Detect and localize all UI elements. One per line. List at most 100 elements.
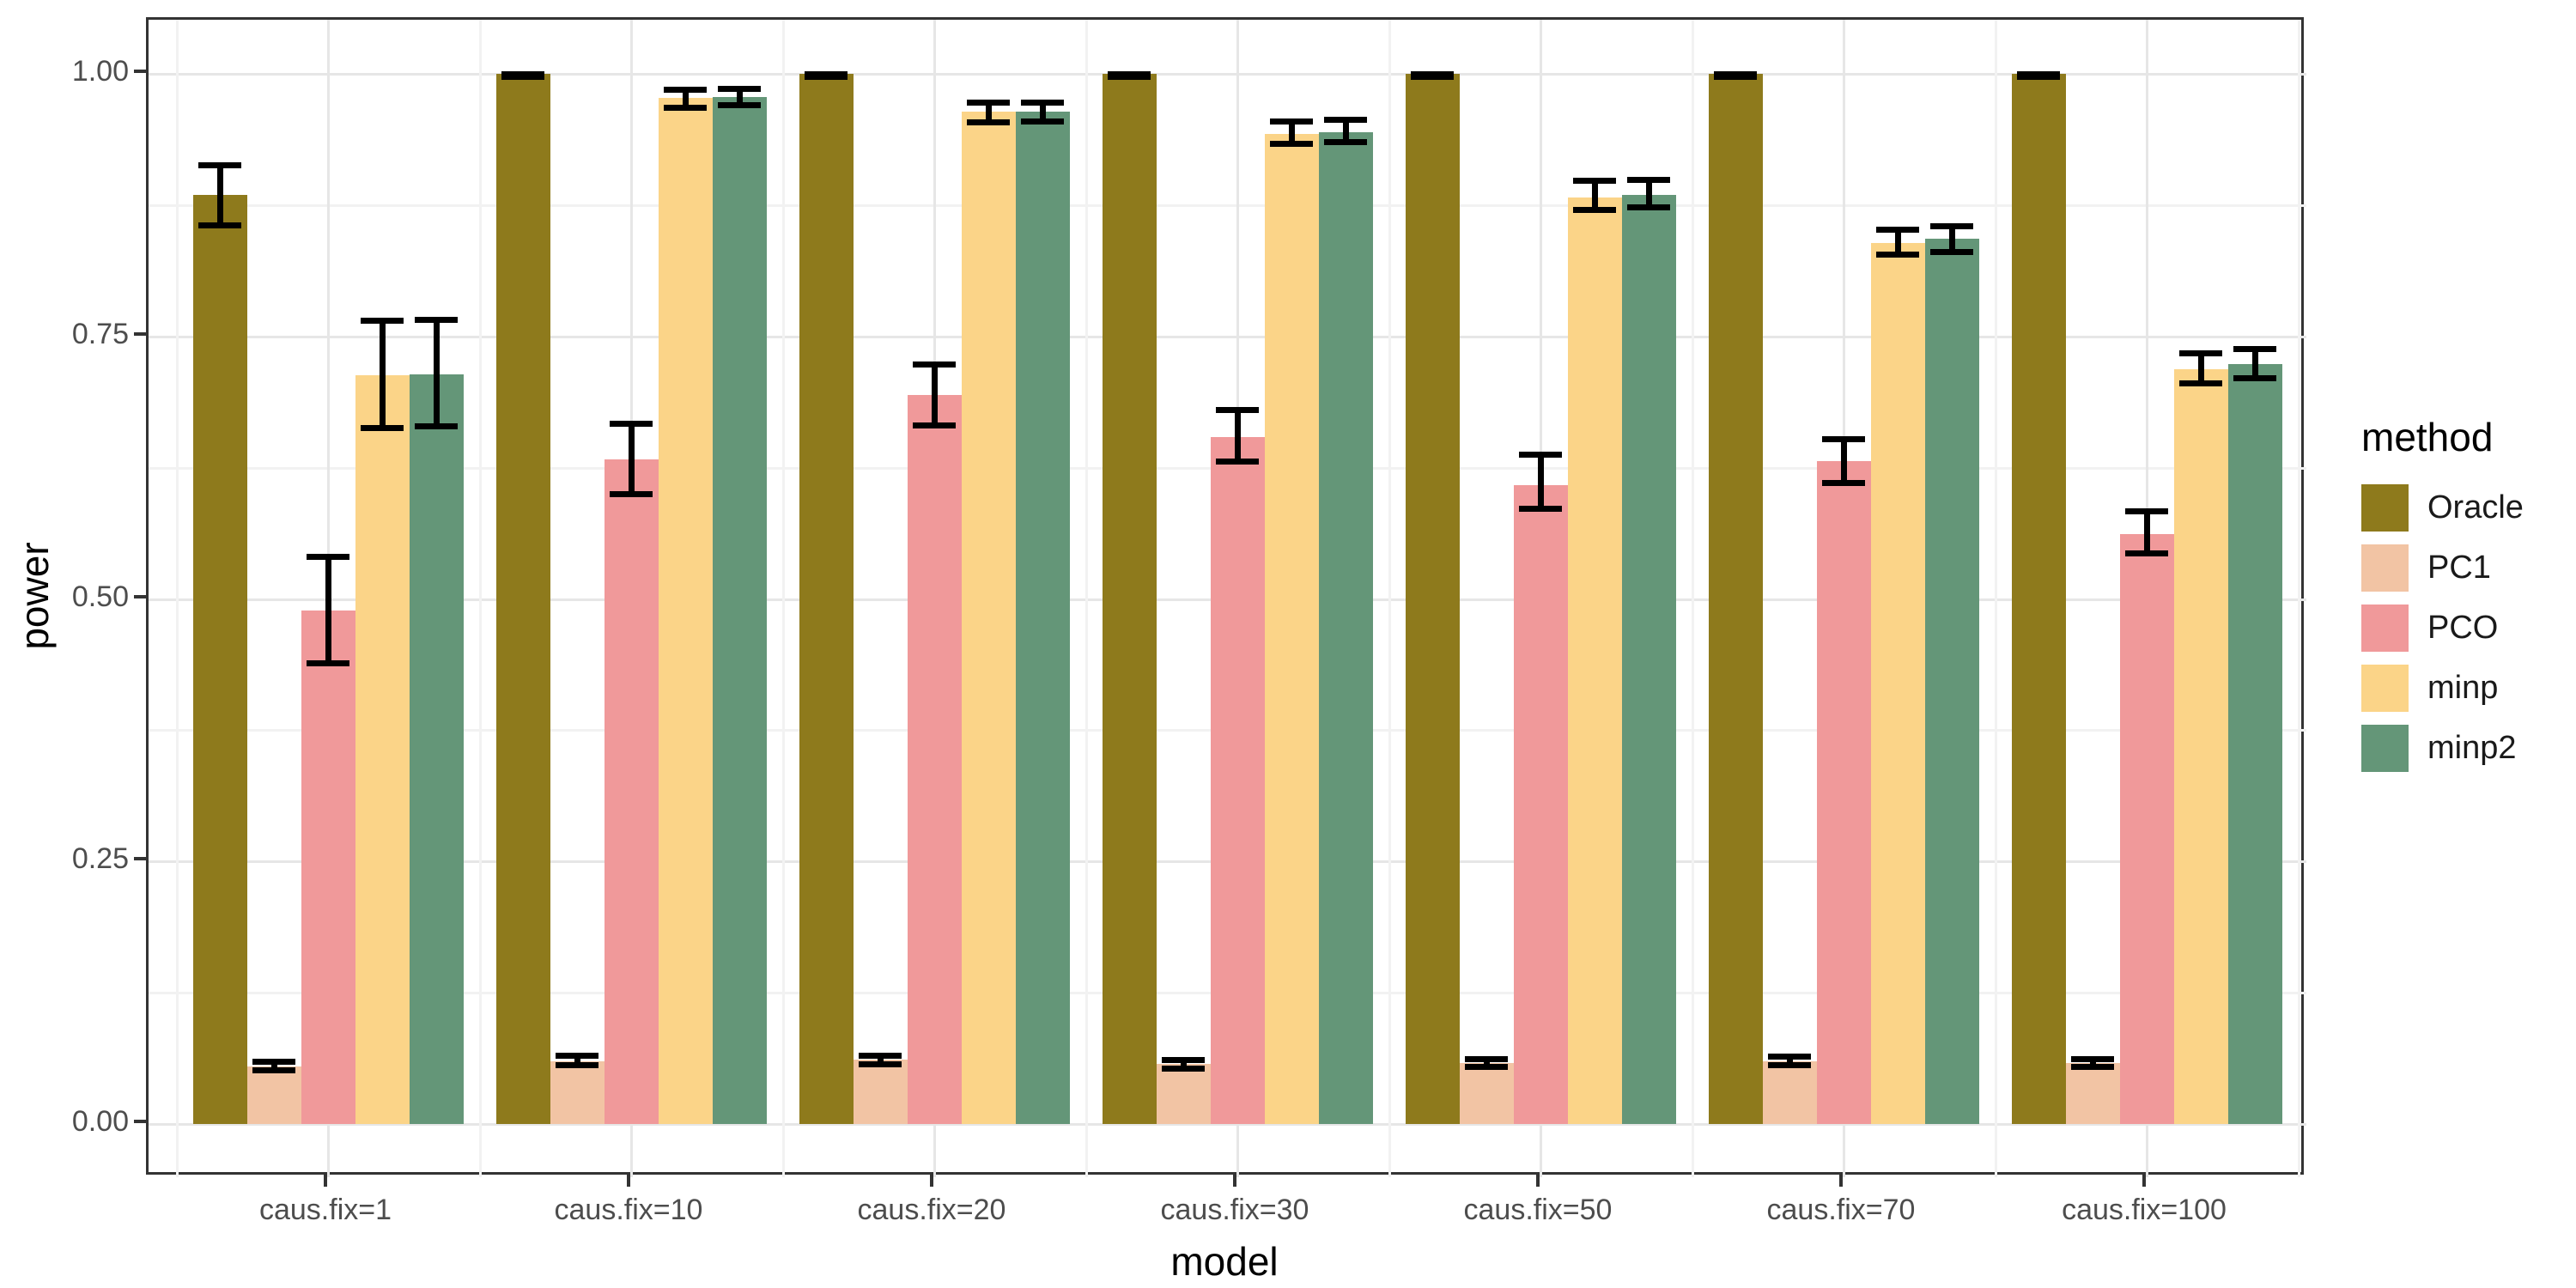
bar-minp	[1567, 197, 1622, 1124]
error-bar-line-minp2	[736, 88, 743, 106]
bar-PCO	[1816, 461, 1871, 1124]
y-tick-label: 0.25	[71, 842, 129, 876]
major-gridline-horizontal	[149, 1123, 2306, 1126]
error-bar-cap-PC1	[1162, 1056, 1205, 1063]
error-bar-cap-PCO	[1519, 505, 1562, 512]
error-bar-cap-PC1	[1465, 1055, 1508, 1062]
error-bar-cap-minp	[2179, 380, 2222, 387]
legend-item-minp2: minp2	[2361, 718, 2524, 778]
error-bar-cap-Oracle	[1411, 74, 1454, 81]
error-bar-cap-Oracle	[1108, 70, 1151, 77]
legend-item-PCO: PCO	[2361, 598, 2524, 658]
minor-gridline-vertical	[1691, 20, 1694, 1177]
error-bar-cap-minp2	[415, 423, 458, 430]
error-bar-cap-PCO	[2125, 550, 2168, 557]
legend-key-swatch-Oracle	[2361, 483, 2409, 532]
error-bar-cap-PC1	[1768, 1062, 1811, 1068]
x-tick-label: caus.fix=10	[554, 1194, 703, 1226]
error-bar-line-PC1	[1180, 1060, 1187, 1069]
error-bar-cap-minp	[664, 86, 707, 93]
legend-label: Oracle	[2427, 489, 2524, 526]
error-bar-line-PC1	[877, 1055, 884, 1065]
error-bar-line-minp	[1288, 121, 1295, 144]
bar-Oracle	[1102, 74, 1157, 1124]
legend-key-swatch-minp2	[2361, 724, 2409, 772]
error-bar-cap-PC1	[2071, 1055, 2114, 1062]
error-bar-cap-minp	[967, 118, 1010, 125]
legend-key-swatch-minp	[2361, 664, 2409, 712]
error-bar-line-minp2	[1039, 102, 1046, 122]
y-tick-label: 0.50	[71, 580, 129, 613]
bar-minp	[1870, 242, 1925, 1124]
error-bar-line-minp2	[1342, 119, 1349, 143]
error-bar-cap-PCO	[610, 420, 653, 427]
error-bar-cap-PC1	[859, 1060, 902, 1067]
minor-gridline-vertical	[478, 20, 482, 1177]
plot-panel	[146, 17, 2306, 1177]
error-bar-cap-PCO	[1822, 480, 1865, 487]
error-bar-cap-Oracle	[198, 222, 241, 228]
error-bar-cap-minp	[1270, 118, 1313, 125]
error-bar-line-PCO	[2143, 511, 2150, 554]
minor-gridline-vertical	[175, 20, 179, 1177]
x-axis-tick	[627, 1175, 630, 1187]
bar-PC1	[853, 1060, 908, 1124]
error-bar-cap-minp2	[1930, 222, 1973, 229]
minor-gridline-vertical	[1084, 20, 1088, 1177]
error-bar-line-PC1	[270, 1061, 277, 1071]
error-bar-cap-Oracle	[1108, 74, 1151, 81]
error-bar-cap-minp	[1876, 251, 1919, 258]
error-bar-cap-PC1	[1162, 1065, 1205, 1072]
error-bar-cap-minp2	[1627, 204, 1670, 210]
error-bar-line-PCO	[325, 556, 331, 664]
error-bar-cap-PC1	[556, 1053, 598, 1059]
error-bar-cap-minp	[967, 99, 1010, 106]
legend-item-minp: minp	[2361, 658, 2524, 718]
error-bar-cap-Oracle	[1411, 70, 1454, 77]
y-tick-label: 0.00	[71, 1105, 129, 1138]
error-bar-cap-Oracle	[805, 74, 848, 81]
y-tick-label: 1.00	[71, 55, 129, 88]
bar-Oracle	[192, 194, 247, 1124]
legend-item-PC1: PC1	[2361, 538, 2524, 598]
x-tick-label: caus.fix=1	[258, 1194, 392, 1226]
error-bar-cap-Oracle	[2017, 74, 2060, 81]
legend-title: method	[2361, 415, 2494, 459]
bar-minp2	[1318, 132, 1373, 1124]
error-bar-cap-PCO	[913, 361, 956, 368]
bar-minp	[355, 375, 410, 1124]
error-bar-cap-minp	[1573, 207, 1616, 214]
error-bar-cap-minp2	[1324, 138, 1367, 145]
minor-gridline-vertical	[2297, 20, 2300, 1177]
bar-PCO	[907, 395, 962, 1124]
x-axis-tick	[1839, 1175, 1843, 1187]
error-bar-line-minp	[985, 102, 992, 123]
bar-minp2	[1924, 239, 1979, 1124]
error-bar-line-minp	[2197, 353, 2204, 384]
error-bar-line-Oracle	[216, 165, 223, 226]
bar-PC1	[2065, 1063, 2120, 1124]
error-bar-line-minp	[682, 89, 689, 108]
bar-minp2	[712, 96, 767, 1124]
error-bar-cap-minp	[1876, 226, 1919, 233]
error-bar-cap-PC1	[556, 1062, 598, 1068]
error-bar-cap-Oracle	[2017, 70, 2060, 77]
error-bar-line-PC1	[1786, 1056, 1793, 1066]
error-bar-cap-minp2	[1021, 99, 1064, 106]
error-bar-cap-PCO	[1519, 452, 1562, 459]
x-axis-tick	[930, 1175, 933, 1187]
error-bar-cap-minp2	[1930, 249, 1973, 256]
error-bar-cap-Oracle	[501, 74, 544, 81]
error-bar-line-PCO	[628, 423, 635, 495]
error-bar-line-PCO	[1840, 439, 1847, 483]
x-tick-label: caus.fix=20	[857, 1194, 1006, 1226]
y-tick-label: 0.75	[71, 317, 129, 350]
error-bar-line-minp2	[2251, 349, 2258, 379]
legend-label: PC1	[2427, 549, 2491, 586]
error-bar-cap-Oracle	[805, 70, 848, 77]
bar-PCO	[301, 610, 355, 1124]
error-bar-cap-minp	[664, 104, 707, 111]
error-bar-line-minp	[379, 320, 386, 428]
y-axis-tick	[134, 1120, 146, 1123]
